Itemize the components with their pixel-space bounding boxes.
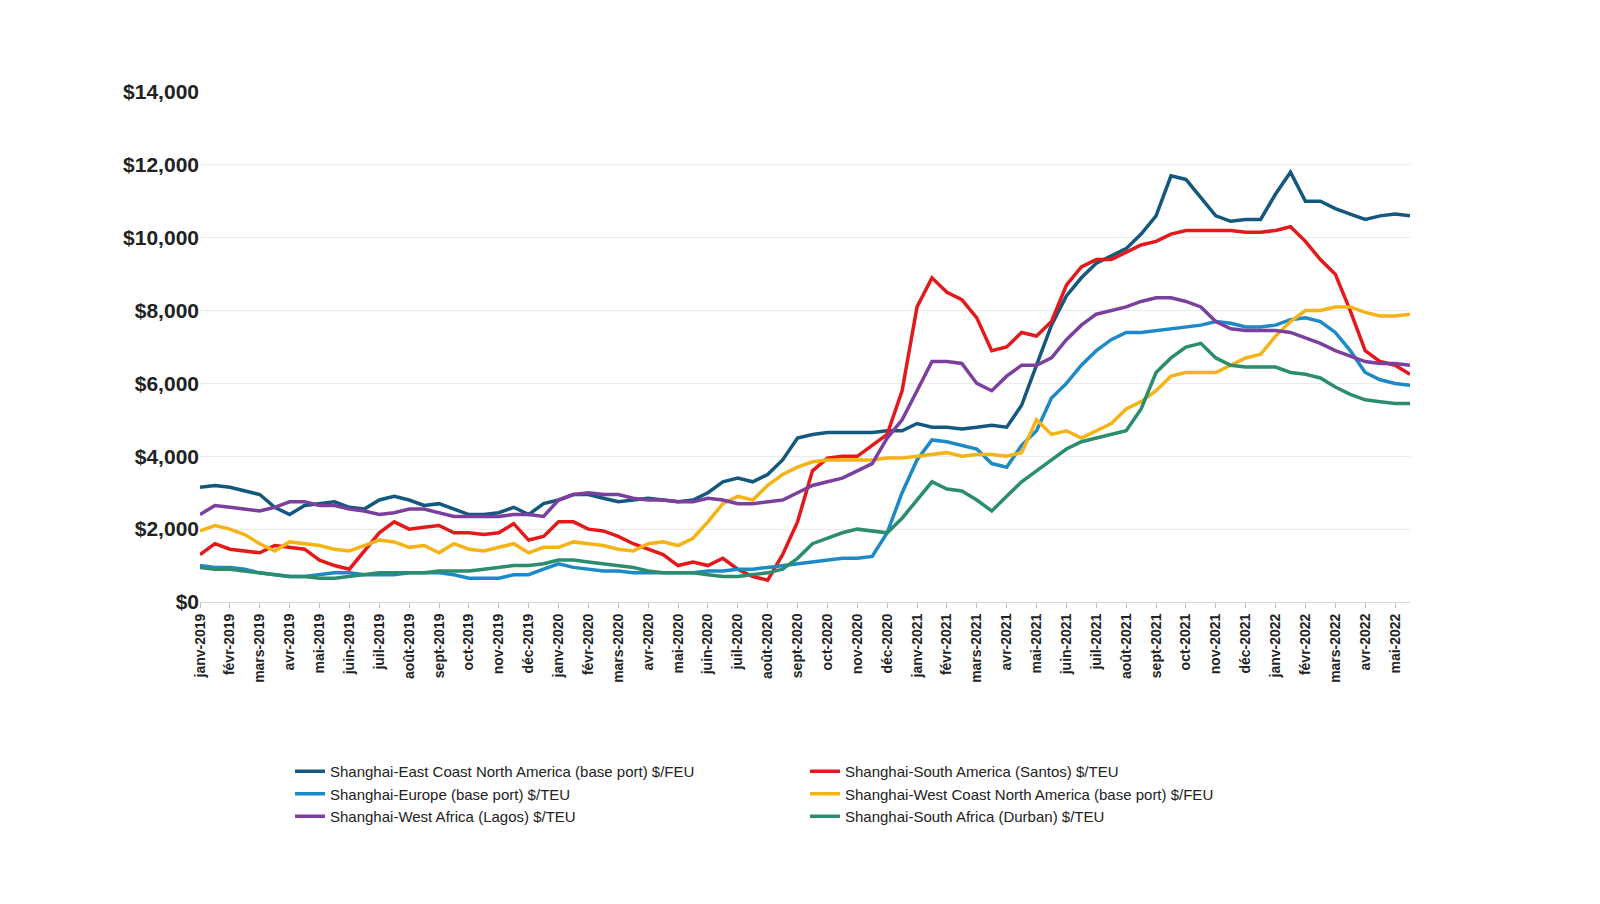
svg-text:$2,000: $2,000	[135, 517, 199, 540]
svg-text:oct-2019: oct-2019	[460, 613, 476, 670]
svg-text:$14,000: $14,000	[123, 80, 199, 103]
svg-text:sept-2021: sept-2021	[1148, 613, 1164, 678]
svg-text:oct-2021: oct-2021	[1177, 613, 1193, 670]
svg-text:mai-2019: mai-2019	[311, 613, 327, 673]
svg-text:$12,000: $12,000	[123, 153, 199, 176]
svg-text:avr-2020: avr-2020	[640, 613, 656, 670]
svg-text:déc-2021: déc-2021	[1237, 613, 1253, 673]
svg-text:août-2020: août-2020	[759, 613, 775, 679]
svg-text:$8,000: $8,000	[135, 299, 199, 322]
svg-text:déc-2019: déc-2019	[520, 613, 536, 673]
svg-text:janv-2021: janv-2021	[909, 613, 925, 678]
svg-text:août-2019: août-2019	[401, 613, 417, 679]
svg-text:$10,000: $10,000	[123, 226, 199, 249]
svg-text:Shanghai-Europe (base port) $/: Shanghai-Europe (base port) $/TEU	[330, 786, 570, 803]
svg-text:Shanghai-West Coast North Amer: Shanghai-West Coast North America (base …	[845, 786, 1213, 803]
svg-text:mars-2019: mars-2019	[251, 613, 267, 682]
svg-text:juil-2021: juil-2021	[1088, 613, 1104, 670]
svg-text:Shanghai-East Coast North Amer: Shanghai-East Coast North America (base …	[330, 763, 694, 780]
svg-text:mars-2020: mars-2020	[610, 613, 626, 682]
svg-text:juin-2021: juin-2021	[1058, 613, 1074, 675]
svg-text:févr-2019: févr-2019	[221, 613, 237, 675]
svg-text:août-2021: août-2021	[1118, 613, 1134, 679]
svg-text:juin-2019: juin-2019	[341, 613, 357, 675]
svg-text:juil-2019: juil-2019	[371, 613, 387, 670]
svg-text:mai-2021: mai-2021	[1028, 613, 1044, 673]
svg-text:avr-2019: avr-2019	[281, 613, 297, 670]
svg-text:mai-2022: mai-2022	[1387, 613, 1403, 673]
svg-text:déc-2020: déc-2020	[879, 613, 895, 673]
svg-text:mars-2022: mars-2022	[1327, 613, 1343, 682]
svg-text:juil-2020: juil-2020	[729, 613, 745, 670]
svg-text:$0: $0	[176, 590, 199, 613]
svg-text:avr-2021: avr-2021	[998, 613, 1014, 670]
svg-text:mai-2020: mai-2020	[670, 613, 686, 673]
svg-text:Shanghai-South America (Santos: Shanghai-South America (Santos) $/TEU	[845, 763, 1118, 780]
svg-text:juin-2020: juin-2020	[699, 613, 715, 675]
svg-text:nov-2021: nov-2021	[1207, 613, 1223, 674]
svg-text:mars-2021: mars-2021	[968, 613, 984, 682]
svg-text:oct-2020: oct-2020	[819, 613, 835, 670]
svg-text:févr-2022: févr-2022	[1297, 613, 1313, 675]
svg-text:févr-2021: févr-2021	[938, 613, 954, 675]
svg-text:nov-2019: nov-2019	[490, 613, 506, 674]
svg-text:févr-2020: févr-2020	[580, 613, 596, 675]
svg-text:sept-2020: sept-2020	[789, 613, 805, 678]
svg-text:$6,000: $6,000	[135, 372, 199, 395]
svg-text:sept-2019: sept-2019	[431, 613, 447, 678]
svg-text:$4,000: $4,000	[135, 445, 199, 468]
svg-text:janv-2022: janv-2022	[1267, 613, 1283, 678]
svg-text:janv-2020: janv-2020	[550, 613, 566, 678]
svg-text:janv-2019: janv-2019	[192, 613, 208, 678]
svg-text:avr-2022: avr-2022	[1357, 613, 1373, 670]
svg-text:Shanghai-South Africa (Durban): Shanghai-South Africa (Durban) $/TEU	[845, 808, 1104, 825]
svg-text:nov-2020: nov-2020	[849, 613, 865, 674]
svg-text:Shanghai-West Africa (Lagos) $: Shanghai-West Africa (Lagos) $/TEU	[330, 808, 576, 825]
